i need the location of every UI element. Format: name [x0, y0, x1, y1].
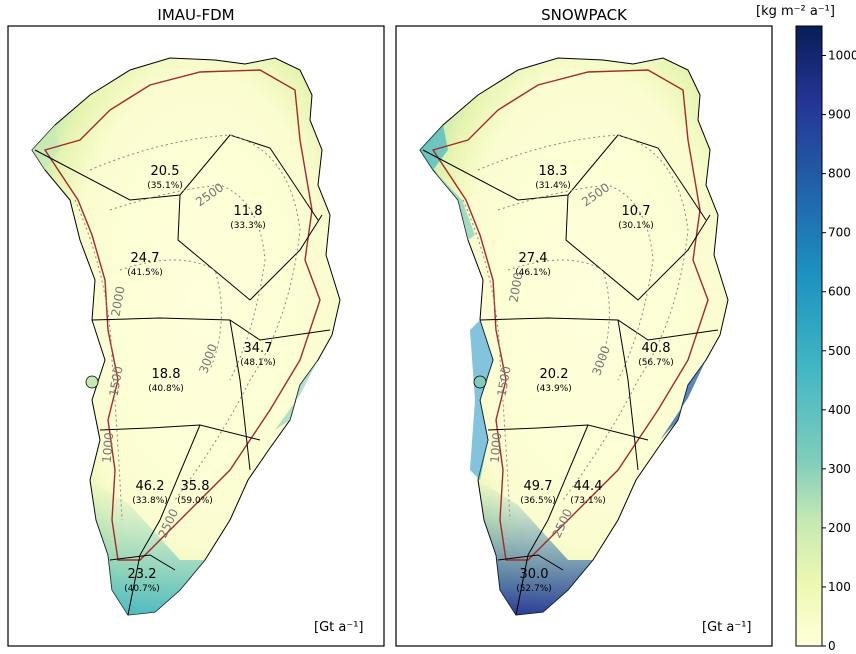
basin-value: 11.8 [234, 204, 263, 219]
basin-value: 40.8 [642, 341, 671, 356]
panel-title-snowpack: SNOWPACK [541, 6, 627, 24]
contour-label: 1000 [100, 432, 117, 464]
basin-value: 24.7 [131, 251, 160, 266]
basin-percent: (73.1%) [570, 496, 606, 506]
basin-value: 10.7 [622, 204, 651, 219]
basin-percent: (33.3%) [230, 221, 266, 231]
panel-title-imau-fdm: IMAU-FDM [157, 6, 235, 24]
basin-value: 35.8 [181, 479, 210, 494]
colorbar-ticks: 0 100 200 300 400 500 600 700 800 900 1000 [822, 49, 856, 653]
basin-value: 46.2 [136, 479, 165, 494]
basin-percent: (56.7%) [638, 358, 674, 368]
basin-percent: (52.7%) [516, 584, 552, 594]
basin-labels-right: 18.3 (31.4%) 10.7 (30.1%) 27.4 (46.1%) 4… [515, 164, 674, 594]
basin-value: 23.2 [128, 567, 157, 582]
colorbar-tick-label: 400 [828, 403, 851, 417]
contour-label: 2000 [109, 285, 128, 318]
map-greenland-snowpack [419, 57, 729, 616]
colorbar-tick-label: 800 [828, 167, 851, 181]
colorbar-tick-label: 300 [828, 462, 851, 476]
basin-percent: (59.0%) [177, 496, 213, 506]
basin-value: 20.2 [540, 367, 569, 382]
colorbar-tick-label: 900 [828, 108, 851, 122]
contour-label: 1500 [107, 365, 126, 398]
basin-percent: (30.1%) [618, 221, 654, 231]
basin-value: 34.7 [244, 341, 273, 356]
contour-label: 1500 [495, 365, 514, 398]
colorbar-tick-label: 600 [828, 285, 851, 299]
unit-label-left: [Gt a⁻¹] [314, 620, 364, 635]
basin-percent: (46.1%) [515, 268, 551, 278]
colorbar-tick-label: 500 [828, 344, 851, 358]
colorbar-tick-label: 0 [828, 639, 836, 653]
basin-percent: (43.9%) [536, 384, 572, 394]
basin-percent: (36.5%) [520, 496, 556, 506]
basin-value: 20.5 [151, 164, 180, 179]
contour-label: 1000 [488, 432, 505, 464]
basin-percent: (33.8%) [132, 496, 168, 506]
colorbar-tick-label: 700 [828, 226, 851, 240]
colorbar-tick-label: 100 [828, 580, 851, 594]
colorbar-scale [795, 25, 823, 647]
basin-percent: (48.1%) [240, 358, 276, 368]
basin-percent: (31.4%) [535, 181, 571, 191]
basin-value: 18.8 [152, 367, 181, 382]
unit-label-right: [Gt a⁻¹] [702, 620, 752, 635]
map-greenland-imau-fdm [31, 57, 341, 616]
colorbar-title: [kg m⁻² a⁻¹] [756, 4, 835, 19]
basin-percent: (35.1%) [147, 181, 183, 191]
basin-percent: (41.5%) [127, 268, 163, 278]
basin-percent: (40.8%) [148, 384, 184, 394]
basin-value: 18.3 [539, 164, 568, 179]
basin-value: 30.0 [520, 567, 549, 582]
basin-percent: (40.7%) [124, 584, 160, 594]
colorbar-tick-label: 1000 [828, 49, 856, 63]
basin-value: 44.4 [574, 479, 603, 494]
basin-value: 49.7 [524, 479, 553, 494]
contour-label: 2000 [507, 271, 526, 304]
basin-labels-left: 20.5 (35.1%) 11.8 (33.3%) 24.7 (41.5%) 3… [124, 164, 276, 594]
basin-value: 27.4 [519, 251, 548, 266]
colorbar-tick-label: 200 [828, 521, 851, 535]
